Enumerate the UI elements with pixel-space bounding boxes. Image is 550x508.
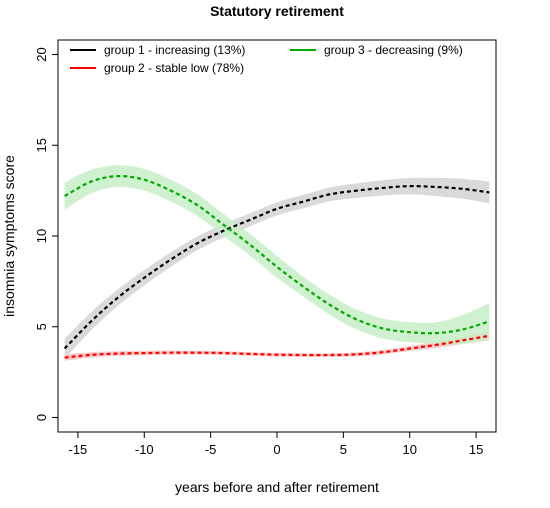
- legend-label-group-2-stable-low-78: group 2 - stable low (78%): [104, 61, 244, 75]
- series-lines: [63, 174, 490, 359]
- x-axis-label: years before and after retirement: [175, 479, 379, 495]
- chart-title: Statutory retirement: [210, 3, 344, 19]
- x-tick-label: 0: [273, 442, 280, 457]
- x-tick-label: -10: [135, 442, 154, 457]
- y-tick-label: 20: [34, 47, 49, 61]
- y-tick-label: 10: [34, 229, 49, 243]
- y-axis: 0 5 10 15 20: [34, 47, 58, 421]
- series-line-group-1-increasing-13: [63, 184, 490, 350]
- legend: group 1 - increasing (13%) group 2 - stab…: [70, 43, 463, 75]
- legend-label-group-1-increasing-13: group 1 - increasing (13%): [104, 43, 245, 57]
- series-line-group-2-stable-low-78: [64, 334, 490, 359]
- x-axis: -15 -10 -5 0 5 10 15: [69, 432, 483, 457]
- confidence-band-group-3-decreasing-9: [64, 165, 490, 345]
- x-tick-label: -5: [205, 442, 217, 457]
- y-axis-label: insomnia symptoms score: [1, 155, 17, 317]
- legend-label-group-3-decreasing-9: group 3 - decreasing (9%): [324, 43, 463, 57]
- x-tick-label: 15: [469, 442, 483, 457]
- y-tick-label: 5: [34, 323, 49, 330]
- x-tick-label: 5: [340, 442, 347, 457]
- plot-frame: [57, 39, 497, 433]
- y-tick-label: 15: [34, 138, 49, 152]
- x-tick-label: -15: [69, 442, 88, 457]
- x-tick-label: 10: [402, 442, 416, 457]
- y-tick-label: 0: [34, 414, 49, 421]
- confidence-bands: [64, 165, 490, 361]
- series-line-group-3-decreasing-9: [64, 174, 490, 335]
- confidence-band-group-1-increasing-13: [64, 177, 490, 359]
